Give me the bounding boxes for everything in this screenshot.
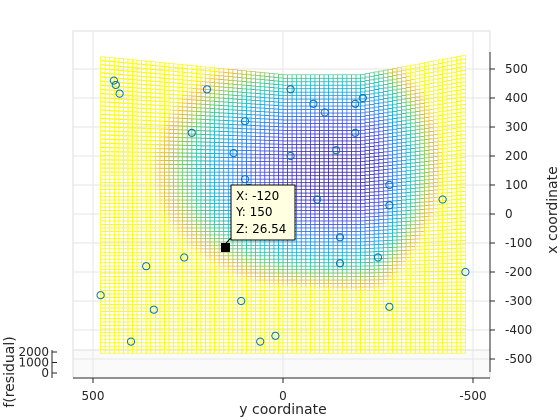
data-point <box>126 337 136 346</box>
datatip-marker[interactable] <box>221 243 230 252</box>
data-point <box>202 85 212 94</box>
data-point <box>461 267 470 277</box>
data-point <box>373 253 383 262</box>
data-point <box>96 291 105 300</box>
data-point <box>385 180 394 190</box>
y-tick-label: 300 <box>505 120 528 134</box>
data-point <box>240 175 250 184</box>
y-tick-label: 500 <box>505 62 528 76</box>
datatip-z: Z: 26.54 <box>236 222 286 236</box>
y-tick-label: -300 <box>505 294 532 308</box>
surface-mesh <box>100 55 466 354</box>
data-points <box>96 76 470 346</box>
data-point <box>180 253 189 262</box>
data-point <box>271 331 280 340</box>
y-tick-label: 400 <box>505 91 528 105</box>
data-point <box>109 76 119 85</box>
x-axis-label: y coordinate <box>239 402 326 418</box>
data-point <box>240 117 250 126</box>
data-point <box>385 302 394 311</box>
x-tick-label: 0 <box>279 389 287 403</box>
data-point <box>286 85 295 94</box>
y-axis-label: x coordinate <box>545 166 560 253</box>
datatip-y: Y: 150 <box>235 205 273 219</box>
y-tick-label: 100 <box>505 178 528 192</box>
y-tick-label: 0 <box>505 207 513 221</box>
y-tick-label: -200 <box>505 265 532 279</box>
data-point <box>229 149 238 158</box>
data-point <box>313 195 322 204</box>
z-axis-label: f(residual) <box>2 336 18 407</box>
data-point <box>149 305 158 314</box>
data-point <box>335 259 345 268</box>
data-point <box>320 108 329 117</box>
data-point <box>358 93 367 103</box>
y-tick-label: -400 <box>505 323 532 337</box>
z-tick-label: 1000 <box>18 356 49 370</box>
data-point <box>438 195 447 204</box>
z-tick-label: 0 <box>41 366 49 380</box>
y-tick-label: -100 <box>505 236 532 250</box>
data-point <box>286 151 295 161</box>
datatip-x: X: -120 <box>236 189 279 203</box>
x-tick-label: 500 <box>82 389 105 403</box>
data-point <box>142 262 151 271</box>
y-tick-label: -500 <box>505 352 532 366</box>
data-point <box>115 89 124 98</box>
data-point <box>351 128 360 137</box>
data-point <box>335 233 345 242</box>
x-tick-label: -500 <box>459 389 486 403</box>
data-point <box>187 128 196 137</box>
data-point <box>385 201 394 210</box>
y-tick-label: 200 <box>505 149 528 163</box>
data-point <box>256 337 265 346</box>
data-point <box>309 99 318 108</box>
data-point <box>351 99 360 108</box>
z-tick-label: 2000 <box>18 345 49 359</box>
data-point <box>111 80 120 90</box>
datatip[interactable]: X: -120 Y: 150 Z: 26.54 <box>221 184 296 252</box>
data-point <box>237 296 246 306</box>
datatip-box <box>230 184 296 241</box>
data-point <box>332 146 341 155</box>
